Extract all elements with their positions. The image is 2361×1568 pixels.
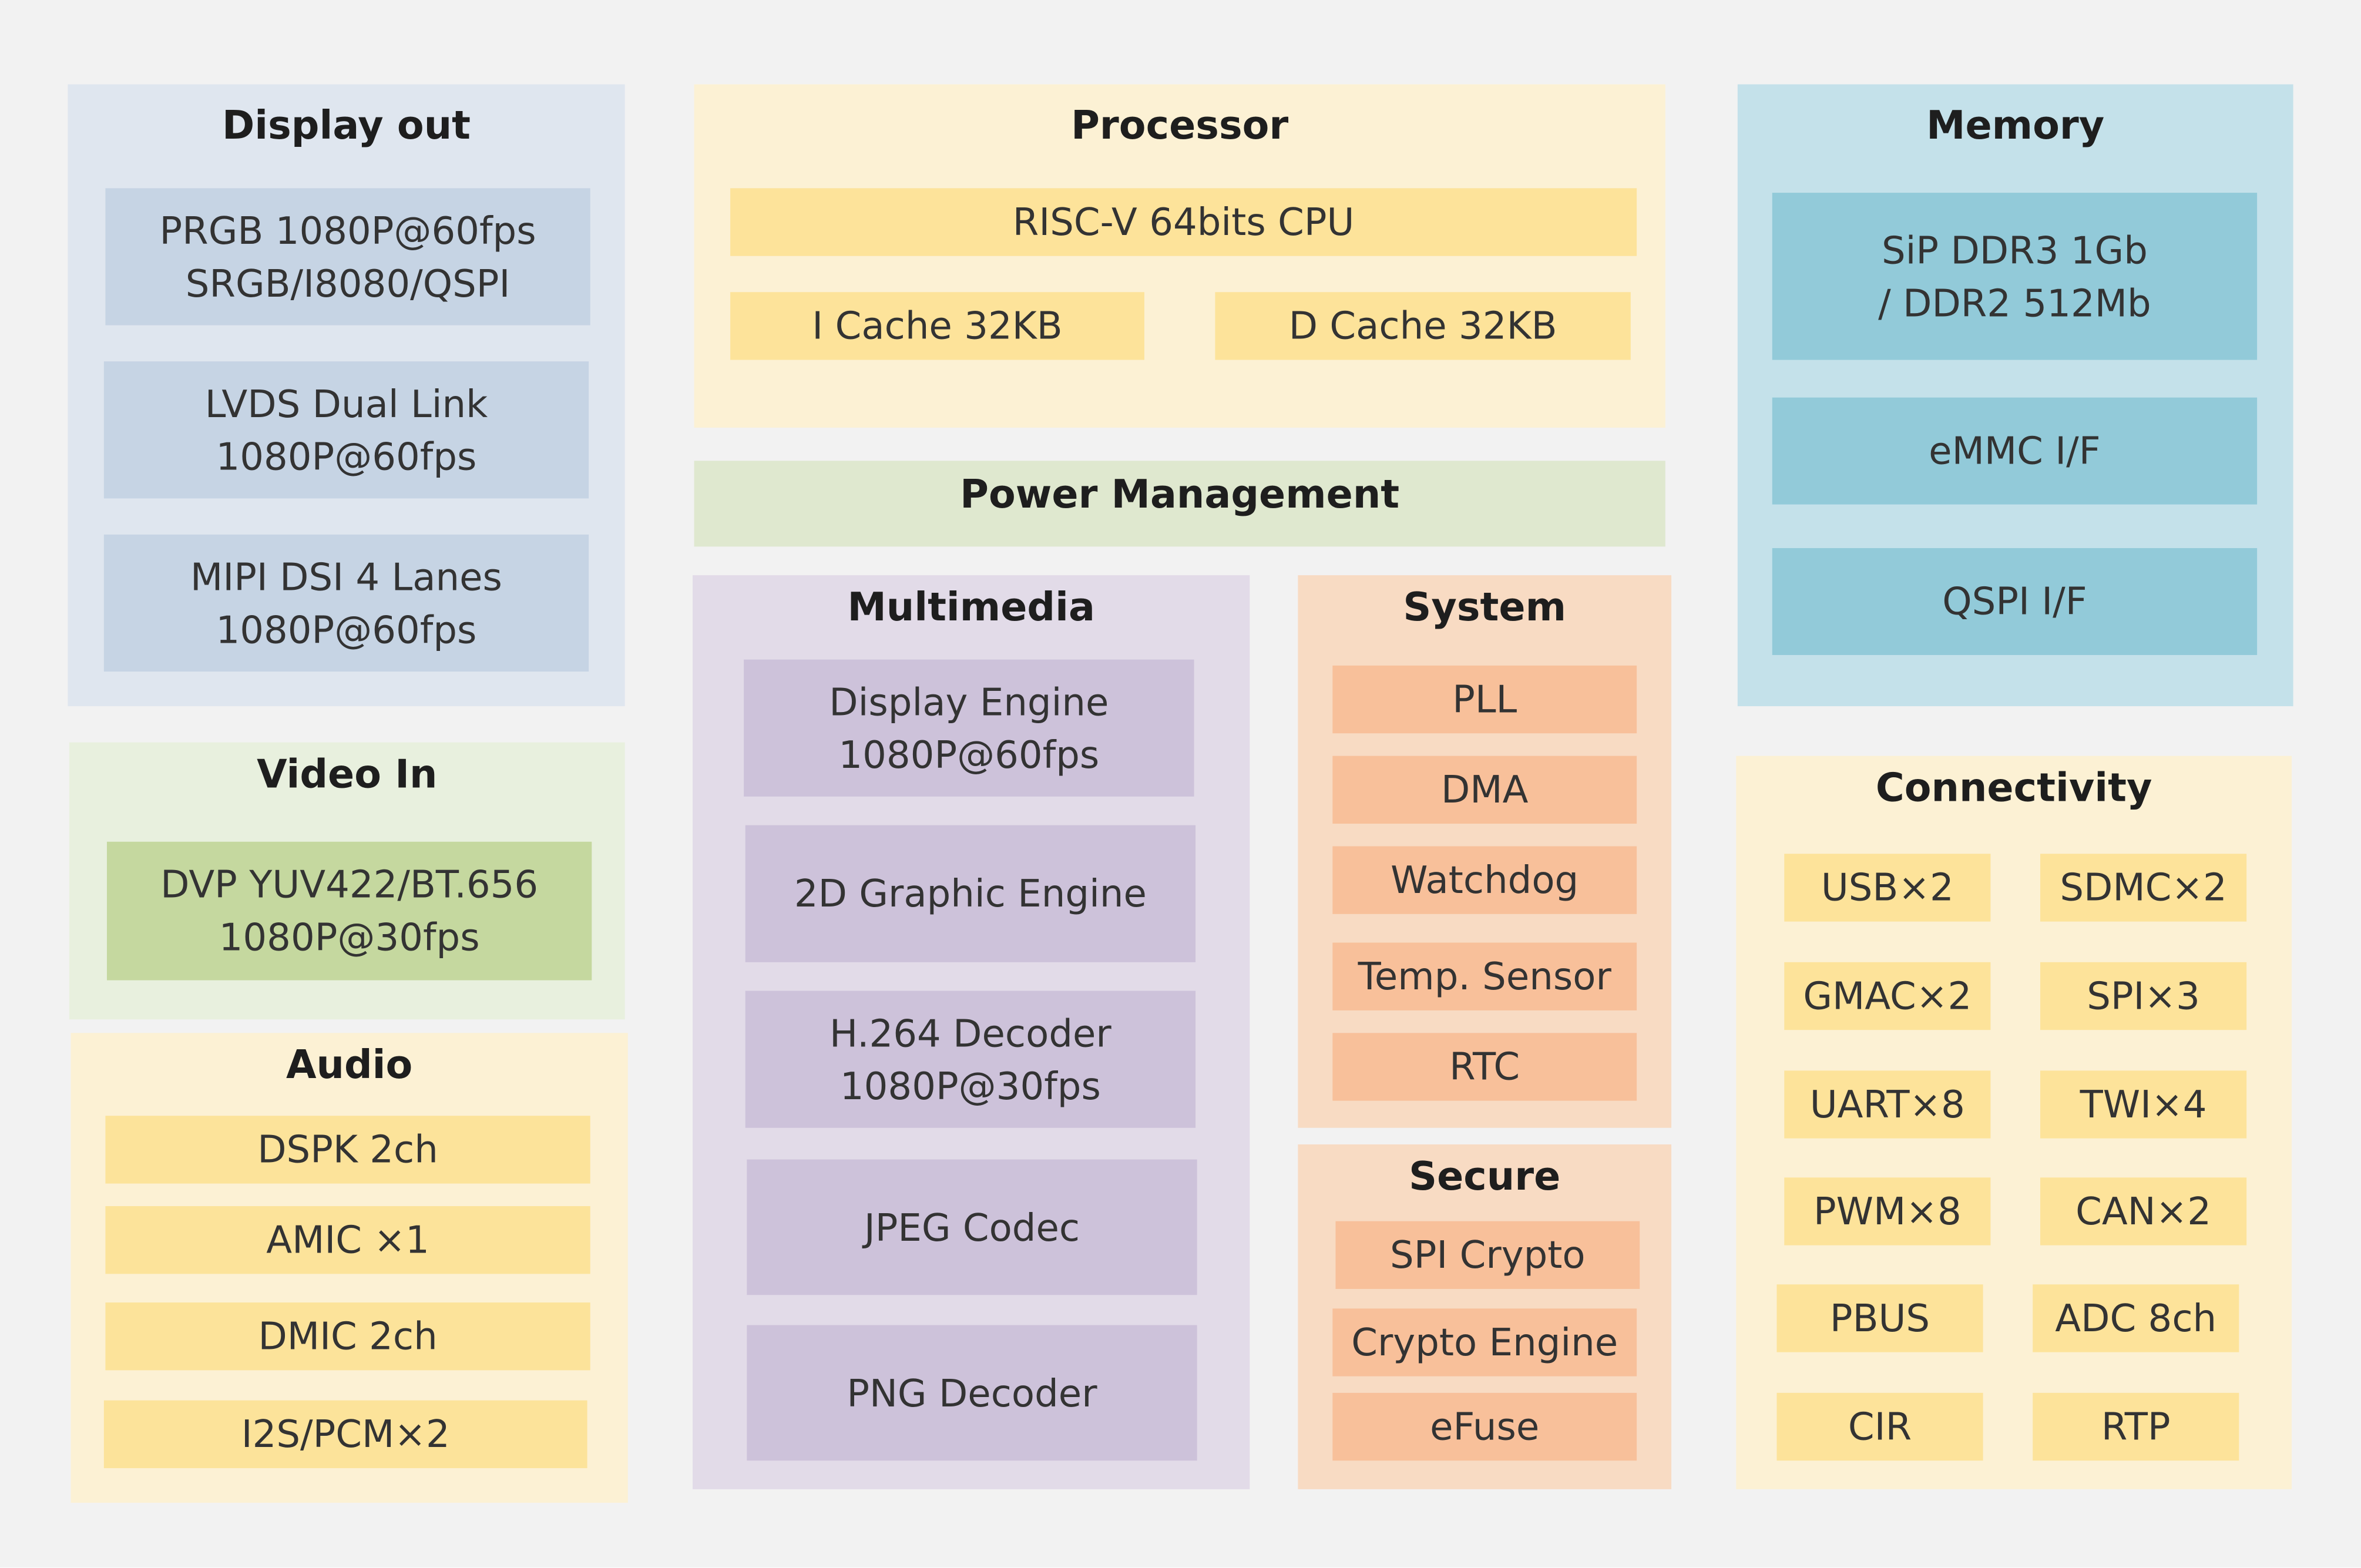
group-title: Power Management — [960, 472, 1400, 518]
block: JPEG Codec — [747, 1159, 1197, 1295]
block: DVP YUV422/BT.656 1080P@30fps — [106, 841, 592, 981]
block: LVDS Dual Link 1080P@60fps — [103, 361, 589, 499]
block: ADC 8ch — [2033, 1284, 2239, 1352]
block: AMIC ×1 — [105, 1206, 590, 1274]
group-title: Audio — [286, 1043, 413, 1089]
block: I2S/PCM×2 — [103, 1400, 587, 1469]
block: Temp. Sensor — [1332, 942, 1637, 1010]
block: PLL — [1332, 665, 1637, 734]
block: SPI Crypto — [1335, 1221, 1640, 1290]
group-title: System — [1403, 586, 1567, 631]
block: TWI×4 — [2040, 1070, 2247, 1139]
block: PNG Decoder — [747, 1325, 1197, 1461]
block: Crypto Engine — [1332, 1308, 1637, 1376]
group-title: Memory — [1926, 103, 2105, 149]
block: RISC-V 64bits CPU — [730, 188, 1637, 256]
block: 2D Graphic Engine — [745, 825, 1196, 962]
block: DSPK 2ch — [105, 1116, 590, 1184]
block: USB×2 — [1784, 854, 1991, 922]
block: PWM×8 — [1784, 1177, 1991, 1245]
block: PBUS — [1776, 1284, 1983, 1352]
block: SiP DDR3 1Gb / DDR2 512Mb — [1772, 193, 2258, 360]
group-title: Processor — [1071, 103, 1289, 149]
group-title: Secure — [1409, 1154, 1561, 1200]
block: RTC — [1332, 1033, 1637, 1101]
block: RTP — [2033, 1392, 2239, 1461]
block: DMIC 2ch — [105, 1302, 590, 1371]
group-title: Display out — [221, 103, 471, 149]
group-panel — [694, 461, 1665, 547]
block: MIPI DSI 4 Lanes 1080P@60fps — [103, 534, 589, 672]
block: GMAC×2 — [1784, 962, 1991, 1030]
block: CIR — [1776, 1392, 1983, 1461]
block: UART×8 — [1784, 1070, 1991, 1139]
block: CAN×2 — [2040, 1177, 2247, 1245]
block: eFuse — [1332, 1392, 1637, 1461]
block: eMMC I/F — [1772, 397, 2258, 505]
block: Watchdog — [1332, 846, 1637, 914]
group-panel — [694, 84, 1665, 428]
block: PRGB 1080P@60fps SRGB/I8080/QSPI — [105, 188, 590, 325]
block: I Cache 32KB — [730, 292, 1144, 360]
block: SPI×3 — [2040, 962, 2247, 1030]
block: QSPI I/F — [1772, 548, 2258, 655]
block: DMA — [1332, 756, 1637, 824]
block: D Cache 32KB — [1215, 292, 1631, 360]
group-title: Multimedia — [847, 586, 1095, 631]
group-title: Connectivity — [1875, 766, 2152, 812]
block: H.264 Decoder 1080P@30fps — [745, 991, 1196, 1128]
group-title: Video In — [257, 753, 438, 798]
block: SDMC×2 — [2040, 854, 2247, 922]
block: Display Engine 1080P@60fps — [744, 659, 1194, 797]
